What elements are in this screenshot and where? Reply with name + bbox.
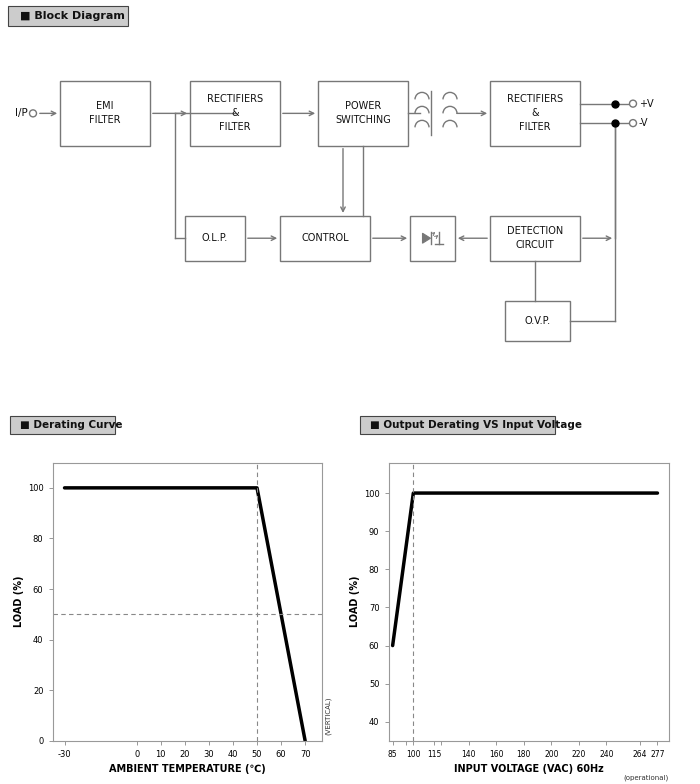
Text: DETECTION
CIRCUIT: DETECTION CIRCUIT: [507, 227, 563, 250]
X-axis label: INPUT VOLTAGE (VAC) 60Hz: INPUT VOLTAGE (VAC) 60Hz: [454, 764, 603, 775]
Y-axis label: LOAD (%): LOAD (%): [13, 576, 24, 627]
Text: (VERTICAL): (VERTICAL): [325, 697, 331, 735]
Text: (operational): (operational): [623, 775, 668, 781]
X-axis label: AMBIENT TEMPERATURE (℃): AMBIENT TEMPERATURE (℃): [109, 764, 265, 775]
FancyBboxPatch shape: [318, 81, 408, 146]
FancyBboxPatch shape: [360, 416, 555, 434]
Text: RECTIFIERS
&
FILTER: RECTIFIERS & FILTER: [207, 94, 263, 132]
FancyBboxPatch shape: [10, 416, 115, 434]
FancyBboxPatch shape: [490, 81, 580, 146]
Text: ■ Derating Curve: ■ Derating Curve: [20, 420, 122, 430]
Text: ■ Block Diagram: ■ Block Diagram: [20, 11, 125, 21]
FancyBboxPatch shape: [60, 81, 150, 146]
Text: POWER
SWITCHING: POWER SWITCHING: [335, 101, 391, 125]
Text: EMI
FILTER: EMI FILTER: [90, 101, 120, 125]
Circle shape: [29, 110, 36, 117]
Text: CONTROL: CONTROL: [301, 233, 349, 243]
Text: +V: +V: [639, 99, 654, 109]
Circle shape: [629, 120, 636, 126]
FancyBboxPatch shape: [8, 6, 128, 26]
FancyBboxPatch shape: [280, 216, 370, 261]
Text: I/P: I/P: [15, 108, 28, 118]
Text: ■ Output Derating VS Input Voltage: ■ Output Derating VS Input Voltage: [370, 420, 582, 430]
FancyBboxPatch shape: [490, 216, 580, 261]
Text: O.V.P.: O.V.P.: [524, 316, 551, 325]
Text: O.L.P.: O.L.P.: [202, 233, 228, 243]
FancyBboxPatch shape: [410, 216, 455, 261]
FancyBboxPatch shape: [505, 300, 570, 340]
Circle shape: [629, 100, 636, 107]
Text: RECTIFIERS
&
FILTER: RECTIFIERS & FILTER: [507, 94, 563, 132]
Y-axis label: LOAD (%): LOAD (%): [349, 576, 360, 627]
FancyBboxPatch shape: [185, 216, 245, 261]
Text: -V: -V: [639, 118, 648, 128]
FancyBboxPatch shape: [190, 81, 280, 146]
Polygon shape: [423, 233, 430, 243]
